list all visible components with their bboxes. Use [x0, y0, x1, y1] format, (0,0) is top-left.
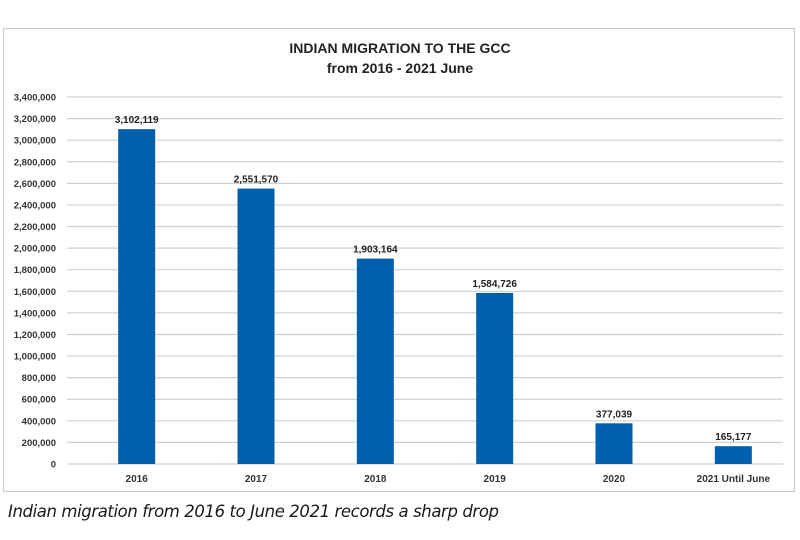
data-label: 1,584,726 — [472, 279, 517, 290]
data-label: 377,039 — [596, 409, 633, 420]
y-tick-label: 600,000 — [22, 395, 56, 406]
x-tick-label: 2020 — [603, 474, 626, 485]
y-tick-label: 2,200,000 — [14, 222, 56, 233]
data-label: 3,102,119 — [115, 115, 159, 126]
y-tick-label: 3,000,000 — [14, 136, 56, 147]
bar — [356, 258, 394, 464]
y-tick-label: 400,000 — [22, 416, 56, 427]
bar — [237, 188, 275, 464]
chart-title: INDIAN MIGRATION TO THE GCC — [289, 40, 510, 56]
chart-subtitle: from 2016 - 2021 June — [327, 60, 474, 76]
x-tick-label: 2018 — [364, 474, 387, 485]
gridlines — [67, 96, 783, 465]
bar-chart: INDIAN MIGRATION TO THE GCC from 2016 - … — [14, 40, 783, 485]
y-tick-label: 2,400,000 — [14, 200, 56, 211]
data-label: 1,903,164 — [353, 245, 398, 256]
y-tick-label: 200,000 — [22, 438, 56, 449]
data-labels: 3,102,119 2,551,570 1,903,164 1,584,726 377,… — [115, 115, 752, 443]
y-tick-label: 1,200,000 — [14, 330, 56, 341]
y-tick-label: 2,800,000 — [14, 157, 56, 168]
y-tick-label: 0 — [51, 460, 56, 471]
x-tick-label: 2021 Until June — [697, 474, 771, 485]
x-tick-label: 2016 — [126, 474, 149, 485]
x-tick-label: 2019 — [484, 474, 507, 485]
y-tick-label: 1,600,000 — [14, 287, 56, 298]
x-tick-label: 2017 — [245, 474, 268, 485]
bar — [118, 129, 156, 464]
bar — [476, 292, 514, 464]
bars — [118, 129, 752, 464]
data-label: 2,551,570 — [234, 175, 279, 186]
y-tick-label: 2,000,000 — [14, 244, 56, 255]
caption: Indian migration from 2016 to June 2021 … — [8, 502, 499, 521]
x-axis-ticks: 2016 2017 2018 2019 2020 2021 Until June — [126, 474, 771, 485]
y-tick-label: 3,400,000 — [14, 93, 56, 104]
bar — [595, 423, 633, 464]
data-label: 165,177 — [715, 432, 752, 443]
y-tick-label: 1,400,000 — [14, 308, 56, 319]
y-tick-label: 800,000 — [22, 373, 56, 384]
y-axis-ticks: 0 200,000 400,000 600,000 800,000 1,000,000 1,… — [14, 93, 56, 471]
y-tick-label: 3,200,000 — [14, 114, 56, 125]
bar — [714, 446, 752, 464]
y-tick-label: 2,600,000 — [14, 179, 56, 190]
y-tick-label: 1,800,000 — [14, 265, 56, 276]
y-tick-label: 1,000,000 — [14, 352, 56, 363]
